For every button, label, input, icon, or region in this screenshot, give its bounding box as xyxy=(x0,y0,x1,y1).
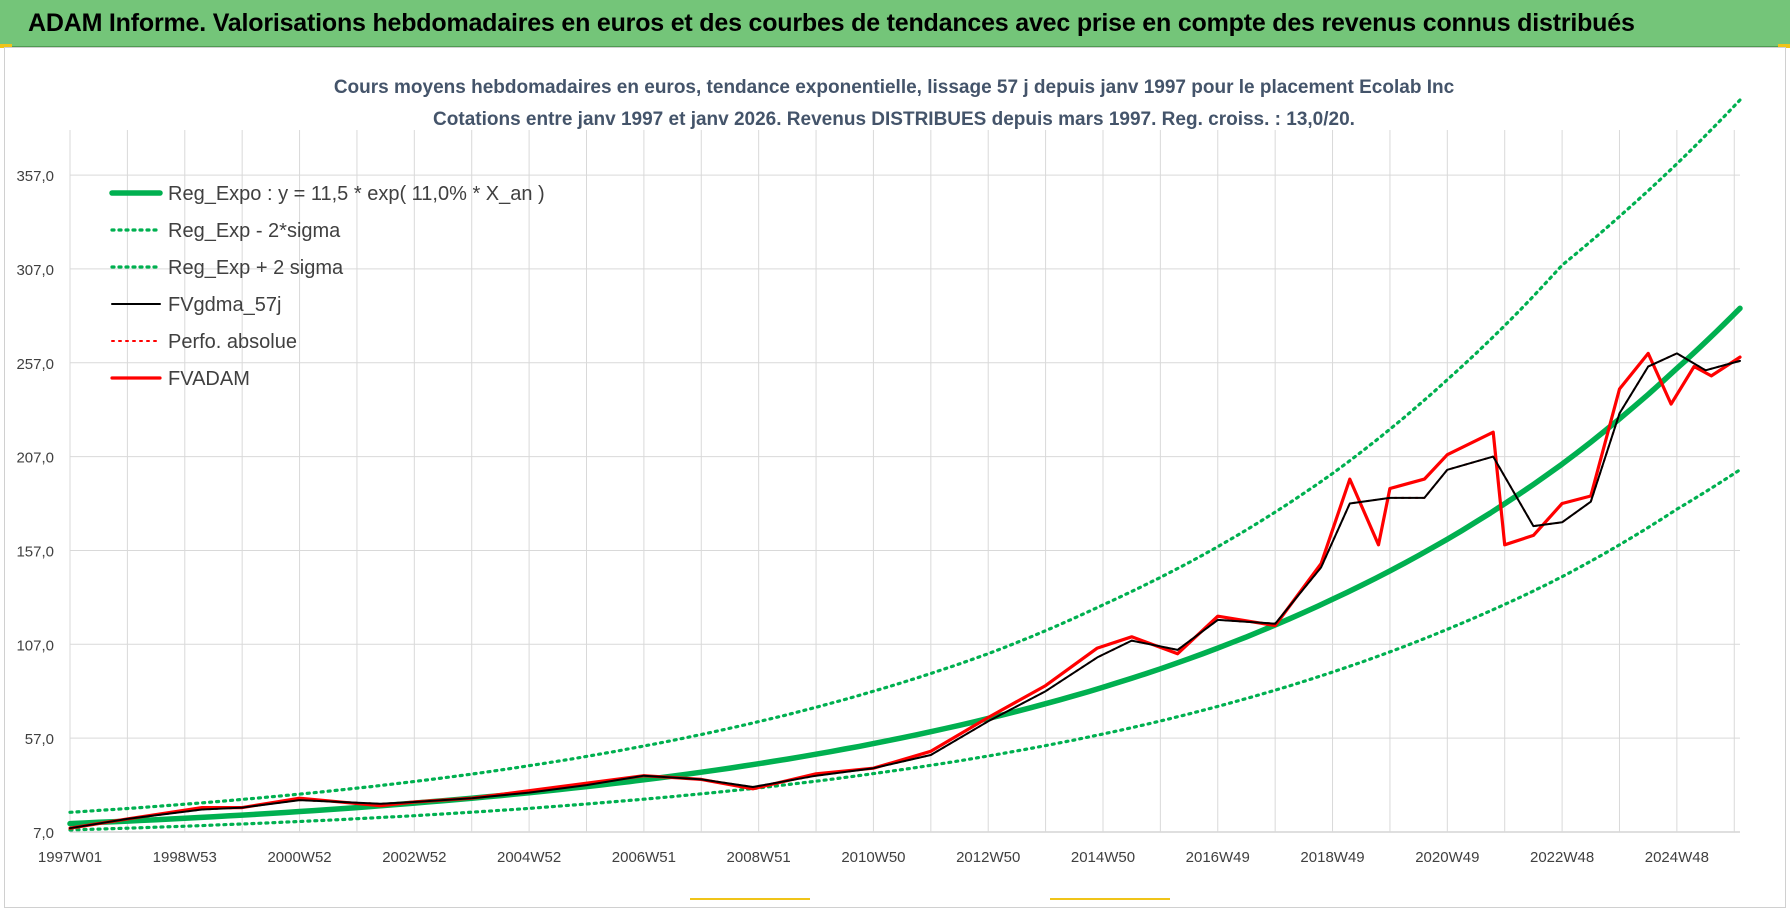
bottom-marker xyxy=(690,898,810,900)
series-line-1 xyxy=(68,468,1742,832)
chart-title: Cours moyens hebdomadaires en euros, ten… xyxy=(334,77,1455,98)
legend-label: Perfo. absolue xyxy=(168,331,297,353)
x-tick-label: 2018W49 xyxy=(1300,849,1364,866)
y-tick-label: 7,0 xyxy=(33,825,54,842)
legend-label: FVADAM xyxy=(168,368,250,390)
x-tick-label: 1998W53 xyxy=(153,849,217,866)
x-tick-label: 2008W51 xyxy=(727,849,791,866)
chart-legend: Reg_Expo : y = 11,5 * exp( 11,0% * X_an … xyxy=(109,183,545,390)
legend-label: Reg_Expo : y = 11,5 * exp( 11,0% * X_an … xyxy=(168,183,545,205)
bottom-marker xyxy=(1050,898,1170,900)
series-line-5 xyxy=(68,351,1742,830)
x-tick-label: 2024W48 xyxy=(1645,849,1709,866)
report-title: ADAM Informe. Valorisations hebdomadaire… xyxy=(28,9,1635,37)
y-tick-label: 357,0 xyxy=(16,168,54,185)
x-tick-label: 2004W52 xyxy=(497,849,561,866)
legend-label: Reg_Exp - 2*sigma xyxy=(168,220,341,242)
x-tick-label: 2002W52 xyxy=(382,849,446,866)
series-line-2 xyxy=(68,98,1742,814)
x-tick-label: 2016W49 xyxy=(1186,849,1250,866)
series-layer xyxy=(67,98,1743,832)
legend-label: FVgdma_57j xyxy=(168,294,281,316)
report-banner: ADAM Informe. Valorisations hebdomadaire… xyxy=(0,0,1790,47)
x-tick-label: 1997W01 xyxy=(38,849,102,866)
x-tick-label: 2020W49 xyxy=(1415,849,1479,866)
legend-label: Reg_Exp + 2 sigma xyxy=(168,257,344,279)
y-tick-label: 57,0 xyxy=(25,731,54,748)
x-tick-labels: 1997W01 1998W53 2000W52 2002W52 2004W52 2006W… xyxy=(38,849,1709,866)
x-tick-label: 2022W48 xyxy=(1530,849,1594,866)
chart-subtitle: Cotations entre janv 1997 et janv 2026. … xyxy=(433,109,1355,130)
x-tick-label: 2000W52 xyxy=(267,849,331,866)
x-tick-label: 2012W50 xyxy=(956,849,1020,866)
corner-marker-right xyxy=(1778,44,1790,48)
y-tick-label: 207,0 xyxy=(16,450,54,467)
y-tick-label: 257,0 xyxy=(16,356,54,373)
series-line-4 xyxy=(69,352,1741,830)
chart-frame xyxy=(4,47,1786,908)
y-tick-label: 107,0 xyxy=(16,637,54,654)
series-line-0 xyxy=(67,305,1743,827)
chart-grid xyxy=(69,130,1740,833)
corner-marker-left xyxy=(0,44,12,48)
series-line-3 xyxy=(69,352,1741,830)
x-tick-label: 2010W50 xyxy=(841,849,905,866)
y-tick-labels: 7,0 57,0 107,0 157,0 207,0 257,0 307,0 357,0 xyxy=(16,168,54,842)
x-tick-label: 2006W51 xyxy=(612,849,676,866)
x-tick-label: 2014W50 xyxy=(1071,849,1135,866)
y-tick-label: 157,0 xyxy=(16,543,54,560)
y-tick-label: 307,0 xyxy=(16,262,54,279)
